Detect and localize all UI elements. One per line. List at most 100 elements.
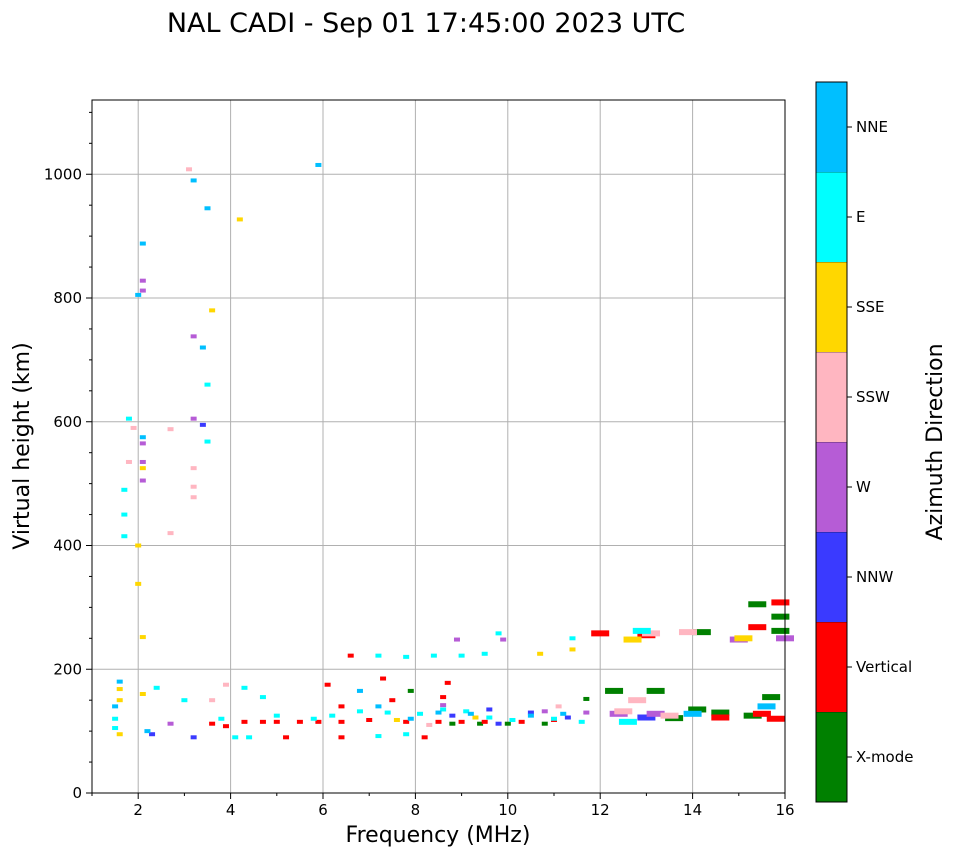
data-point-ssw: [678, 629, 697, 636]
data-point-sse: [116, 732, 123, 737]
data-point-nne: [139, 241, 146, 246]
data-point-vertical: [338, 704, 345, 709]
data-point-vertical: [347, 653, 354, 658]
data-point-nnw: [637, 714, 656, 721]
colorbar-frame: [815, 81, 848, 803]
data-point-sse: [139, 466, 146, 471]
x-axis-label: Frequency (MHz): [346, 823, 531, 848]
data-point-x-mode: [605, 687, 624, 694]
grid-lines: [92, 100, 785, 793]
data-point-x-mode: [688, 706, 707, 713]
data-point-vertical: [366, 717, 373, 722]
data-point-nne: [435, 710, 442, 715]
data-point-e: [241, 685, 248, 690]
x-tick-label: 12: [591, 801, 610, 819]
y-tick-label: 600: [53, 413, 82, 431]
data-point-e: [375, 653, 382, 658]
data-point-nnw: [527, 710, 534, 715]
data-point-e: [329, 713, 336, 718]
data-point-nne: [560, 711, 567, 716]
data-point-e: [463, 709, 470, 714]
data-point-sse: [135, 581, 142, 586]
data-point-nne: [407, 716, 414, 721]
data-point-ssw: [614, 708, 633, 715]
data-point-nne: [375, 704, 382, 709]
data-point-w: [139, 441, 146, 446]
colorbar-segment: [816, 712, 847, 802]
data-point-vertical: [273, 719, 280, 724]
colorbar-label-nnw: NNW: [856, 568, 893, 586]
data-point-vertical: [209, 721, 216, 726]
data-point-nnw: [199, 422, 206, 427]
data-point-e: [375, 734, 382, 739]
y-tick-label: 400: [53, 537, 82, 555]
data-point-e: [569, 636, 576, 641]
data-point-e: [495, 631, 502, 636]
data-point-e: [259, 695, 266, 700]
data-point-nne: [527, 713, 534, 718]
data-point-vertical: [421, 735, 428, 740]
data-point-x-mode: [743, 712, 762, 719]
data-point-vertical: [324, 682, 331, 687]
data-point-ssw: [555, 704, 562, 709]
data-point-ssw: [167, 427, 174, 432]
data-point-ssw: [186, 167, 193, 172]
data-point-sse: [734, 635, 753, 642]
data-point-vertical: [481, 719, 488, 724]
data-point-x-mode: [583, 696, 590, 701]
data-point-nne: [315, 162, 322, 167]
data-point-vertical: [283, 735, 290, 740]
data-point-x-mode: [762, 694, 781, 701]
y-axis-ticks: 0 200 400 600 800 1000: [44, 111, 92, 802]
data-point-e: [403, 732, 410, 737]
y-tick-label: 1000: [44, 165, 82, 183]
data-point-x-mode: [646, 687, 665, 694]
colorbar-label-ssw: SSW: [856, 388, 890, 406]
data-point-vertical: [771, 599, 790, 606]
data-point-vertical: [458, 719, 465, 724]
data-point-nnw: [564, 715, 571, 720]
data-point-nne: [139, 435, 146, 440]
data-point-w: [139, 278, 146, 283]
data-point-nnw: [486, 707, 493, 712]
data-point-e: [551, 716, 557, 721]
colorbar-label-x-mode: X-mode: [856, 748, 913, 766]
y-tick-label: 0: [72, 784, 82, 802]
data-point-e: [121, 534, 128, 539]
data-point-nne: [204, 206, 211, 211]
x-tick-label: 8: [411, 801, 421, 819]
x-tick-label: 10: [498, 801, 517, 819]
data-point-x-mode: [449, 721, 456, 726]
data-point-x-mode: [771, 613, 790, 620]
data-point-x-mode: [541, 721, 548, 726]
data-point-w: [139, 478, 146, 483]
data-point-w: [440, 703, 447, 708]
data-point-nne: [112, 704, 119, 709]
data-point-sse: [393, 717, 400, 722]
data-point-e: [384, 710, 391, 715]
data-point-e: [273, 713, 280, 718]
data-point-nne: [683, 710, 702, 717]
y-tick-label: 800: [53, 289, 82, 307]
data-point-x-mode: [711, 709, 730, 716]
data-point-vertical: [338, 719, 345, 724]
data-point-e: [458, 653, 465, 658]
colorbar-segment: [816, 262, 847, 352]
data-point-e: [204, 439, 211, 444]
data-point-vertical: [435, 719, 442, 724]
data-point-x-mode: [692, 629, 711, 636]
data-point-vertical: [403, 719, 410, 724]
data-point-e: [125, 416, 132, 421]
data-point-nnw: [449, 713, 456, 718]
data-point-ssw: [628, 697, 647, 704]
data-point-vertical: [444, 680, 451, 685]
data-point-w: [167, 721, 174, 726]
data-point-nne: [199, 345, 206, 350]
data-point-ssw: [190, 466, 197, 471]
data-point-e: [232, 735, 239, 740]
data-point-w: [190, 416, 197, 421]
data-point-e: [121, 487, 128, 492]
data-point-e: [417, 711, 424, 716]
data-point-nne: [356, 688, 363, 693]
